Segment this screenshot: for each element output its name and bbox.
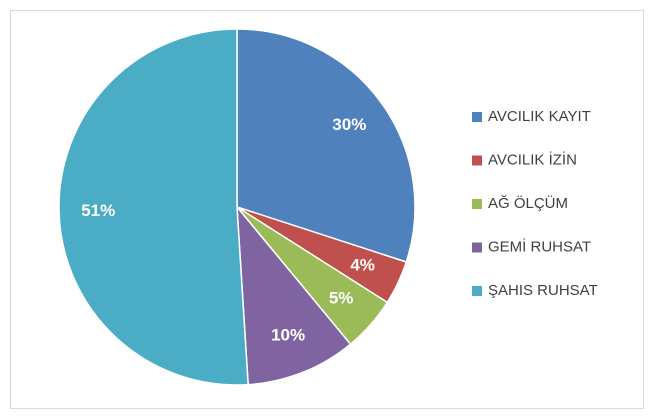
legend-swatch	[472, 286, 482, 296]
legend-swatch	[472, 199, 482, 209]
pie-slice	[236, 28, 416, 263]
legend-swatch	[472, 155, 482, 166]
value-label: 10%	[271, 326, 305, 345]
value-label: 4%	[350, 256, 375, 275]
value-label: 30%	[332, 115, 366, 134]
pie-slice	[58, 28, 249, 386]
legend-label: AVCILIK KAYIT	[488, 108, 591, 125]
legend-label: ŞAHIS RUHSAT	[488, 282, 598, 299]
legend-label: AĞ ÖLÇÜM	[488, 194, 568, 212]
value-label: 5%	[329, 288, 354, 307]
legend-label: GEMİ RUHSAT	[488, 237, 591, 255]
legend-swatch	[472, 112, 482, 122]
legend-label: AVCILIK İZİN	[488, 150, 577, 168]
legend-swatch	[472, 242, 482, 253]
value-label: 51%	[81, 201, 115, 220]
pie-slice	[236, 204, 352, 386]
